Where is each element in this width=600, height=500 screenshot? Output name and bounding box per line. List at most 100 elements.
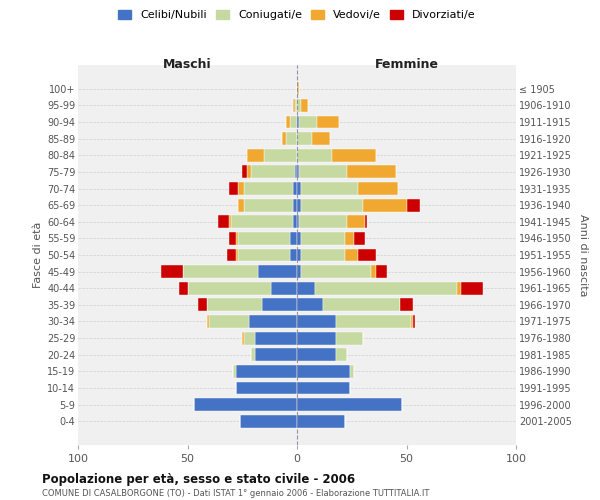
Bar <box>244 198 293 211</box>
Bar <box>271 282 297 294</box>
Bar <box>297 265 301 278</box>
Bar <box>365 216 367 228</box>
Bar <box>194 398 297 411</box>
Bar <box>207 315 209 328</box>
Text: Popolazione per età, sesso e stato civile - 2006: Popolazione per età, sesso e stato civil… <box>42 472 355 486</box>
Bar <box>188 282 271 294</box>
Bar <box>297 315 337 328</box>
Bar <box>299 116 317 128</box>
Bar <box>238 182 244 195</box>
Bar <box>229 182 238 195</box>
Bar <box>295 166 297 178</box>
Bar <box>286 132 297 145</box>
Bar <box>247 166 251 178</box>
Bar <box>297 182 301 195</box>
Bar <box>232 216 293 228</box>
Bar <box>286 116 290 128</box>
Bar <box>317 116 338 128</box>
Bar <box>407 198 419 211</box>
Bar <box>233 365 236 378</box>
Bar <box>299 166 347 178</box>
Bar <box>236 365 297 378</box>
Bar <box>297 198 301 211</box>
Bar <box>313 132 330 145</box>
Bar <box>297 232 301 245</box>
Bar <box>314 282 457 294</box>
Bar <box>183 265 257 278</box>
Bar <box>413 315 415 328</box>
Bar <box>297 365 350 378</box>
Bar <box>301 232 345 245</box>
Bar <box>238 198 244 211</box>
Bar <box>337 315 411 328</box>
Bar <box>281 132 286 145</box>
Text: Maschi: Maschi <box>163 58 212 71</box>
Bar <box>358 248 376 262</box>
Bar <box>297 248 301 262</box>
Bar <box>376 265 387 278</box>
Bar <box>293 182 297 195</box>
Legend: Celibi/Nubili, Coniugati/e, Vedovi/e, Divorziati/e: Celibi/Nubili, Coniugati/e, Vedovi/e, Di… <box>118 10 476 20</box>
Y-axis label: Fasce di età: Fasce di età <box>32 222 43 288</box>
Bar <box>249 315 297 328</box>
Bar <box>244 182 293 195</box>
Bar <box>242 332 244 344</box>
Bar <box>262 298 297 312</box>
Bar <box>297 166 299 178</box>
Bar <box>400 298 413 312</box>
Bar <box>256 348 297 361</box>
Bar <box>236 232 238 245</box>
Bar <box>290 116 297 128</box>
Bar <box>301 248 345 262</box>
Bar <box>297 298 323 312</box>
Bar <box>332 149 376 162</box>
Y-axis label: Anni di nascita: Anni di nascita <box>578 214 589 296</box>
Bar <box>345 248 358 262</box>
Bar <box>371 265 376 278</box>
Bar <box>457 282 461 294</box>
Bar <box>297 99 301 112</box>
Bar <box>297 398 402 411</box>
Bar <box>297 116 299 128</box>
Bar <box>251 166 295 178</box>
Bar <box>247 149 264 162</box>
Bar <box>209 315 249 328</box>
Bar <box>290 232 297 245</box>
Bar <box>354 232 365 245</box>
Bar <box>238 248 290 262</box>
Bar <box>207 298 262 312</box>
Bar <box>244 332 256 344</box>
Bar <box>257 265 297 278</box>
Bar <box>218 216 229 228</box>
Bar <box>297 149 332 162</box>
Bar <box>323 298 400 312</box>
Bar <box>264 149 297 162</box>
Bar <box>297 415 345 428</box>
Bar <box>297 348 337 361</box>
Bar <box>295 99 297 112</box>
Text: Femmine: Femmine <box>374 58 439 71</box>
Bar <box>299 216 347 228</box>
Bar <box>238 232 290 245</box>
Bar <box>199 298 207 312</box>
Bar <box>297 216 299 228</box>
Bar <box>350 365 354 378</box>
Bar <box>337 332 363 344</box>
Bar <box>236 248 238 262</box>
Bar <box>229 232 236 245</box>
Text: COMUNE DI CASALBORGONE (TO) - Dati ISTAT 1° gennaio 2006 - Elaborazione TUTTITAL: COMUNE DI CASALBORGONE (TO) - Dati ISTAT… <box>42 489 430 498</box>
Bar <box>242 166 247 178</box>
Bar <box>297 282 314 294</box>
Bar <box>301 182 358 195</box>
Bar <box>161 265 183 278</box>
Bar <box>358 182 398 195</box>
Bar <box>297 132 313 145</box>
Bar <box>290 248 297 262</box>
Bar <box>227 248 236 262</box>
Bar <box>337 348 347 361</box>
Bar <box>347 216 365 228</box>
Bar <box>229 216 232 228</box>
Bar <box>293 99 295 112</box>
Bar <box>411 315 413 328</box>
Bar <box>256 332 297 344</box>
